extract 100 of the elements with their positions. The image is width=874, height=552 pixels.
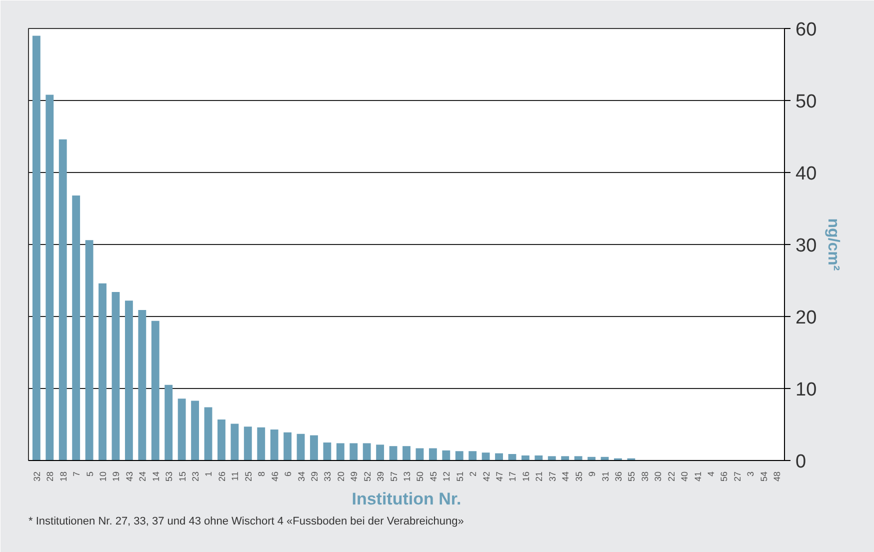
x-tick-label: 38 xyxy=(640,471,650,482)
y-tick-label: 10 xyxy=(796,380,817,400)
x-tick-label: 37 xyxy=(547,471,558,482)
x-tick-label: 11 xyxy=(230,472,240,481)
y-axis-title: ng/cm² xyxy=(824,218,842,271)
x-tick-label: 15 xyxy=(177,471,188,482)
x-tick-label: 16 xyxy=(520,471,531,482)
x-tick-label: 43 xyxy=(124,471,134,482)
x-tick-label: 19 xyxy=(111,471,122,482)
bar xyxy=(362,443,371,460)
y-tick-label: 50 xyxy=(796,92,817,112)
bar xyxy=(32,36,40,460)
bar xyxy=(164,384,173,460)
x-tick-label: 20 xyxy=(336,471,346,482)
bar xyxy=(534,455,543,460)
x-tick-label: 40 xyxy=(680,471,690,482)
text: * Institutionen Nr. 27, 33, 37 und 43 ohne Wischort 4 «Fussboden bei der Verabreichung» xyxy=(28,516,464,528)
bar xyxy=(270,430,278,460)
x-tick-label: 22 xyxy=(666,471,676,482)
bar xyxy=(548,456,556,460)
x-tick-label: 28 xyxy=(45,471,56,482)
x-tick-label: 13 xyxy=(402,471,412,482)
bar xyxy=(178,398,186,460)
bar xyxy=(561,456,570,460)
x-tick-label: 39 xyxy=(376,471,386,482)
bar xyxy=(191,400,199,460)
bar xyxy=(151,320,160,460)
x-tick-label: 32 xyxy=(32,471,42,482)
bar xyxy=(455,451,464,460)
bar xyxy=(482,452,490,460)
x-tick-label: 21 xyxy=(534,471,544,482)
x-tick-label: 44 xyxy=(560,471,571,482)
bar xyxy=(336,443,344,460)
x-tick-label: 24 xyxy=(138,471,148,482)
x-tick-label: 49 xyxy=(349,471,360,482)
bar xyxy=(402,446,410,460)
x-tick-label: 34 xyxy=(296,471,306,482)
x-tick-label: 51 xyxy=(454,471,465,482)
bar xyxy=(468,451,477,460)
bar xyxy=(46,94,54,460)
x-tick-label: 12 xyxy=(442,471,452,482)
bar xyxy=(350,443,358,460)
x-tick-label: 53 xyxy=(164,471,174,482)
x-axis-title: Institution Nr. xyxy=(352,490,462,509)
bar xyxy=(230,424,239,460)
bar xyxy=(296,434,305,460)
bar xyxy=(58,139,67,460)
bar xyxy=(521,455,530,460)
x-tick-label: 55 xyxy=(626,471,637,482)
bar xyxy=(310,435,318,460)
bar xyxy=(138,310,146,460)
bar xyxy=(376,444,384,460)
y-tick-label: 20 xyxy=(796,308,817,328)
y-tick-label: 30 xyxy=(796,236,817,256)
bar xyxy=(112,292,120,460)
bar xyxy=(574,456,582,460)
x-tick-label: 41 xyxy=(692,471,703,482)
x-tick-label: 27 xyxy=(732,471,742,482)
x-tick-label: 8 xyxy=(256,471,267,477)
x-tick-label: 2 xyxy=(468,471,478,477)
x-tick-label: 23 xyxy=(190,471,201,482)
bar xyxy=(204,407,212,460)
bar xyxy=(323,442,332,460)
x-tick-label: 33 xyxy=(322,471,333,482)
x-tick-label: 9 xyxy=(587,471,598,477)
y-tick-label: 40 xyxy=(796,164,817,184)
x-tick-label: 18 xyxy=(58,471,68,482)
x-tick-label: 25 xyxy=(243,471,254,482)
x-tick-label: 4 xyxy=(706,471,716,477)
x-tick-label: 36 xyxy=(613,471,624,482)
x-tick-label: 29 xyxy=(309,471,320,482)
x-tick-label: 45 xyxy=(428,471,438,482)
x-tick-label: 31 xyxy=(600,471,610,482)
bar xyxy=(218,419,226,460)
bar xyxy=(495,453,503,460)
x-tick-label: 14 xyxy=(150,471,161,482)
x-tick-label: 46 xyxy=(270,471,280,482)
bar xyxy=(98,283,106,460)
x-tick-label: 42 xyxy=(481,471,492,482)
bar xyxy=(257,427,266,460)
x-tick-label: 6 xyxy=(283,471,294,477)
x-tick-label: 48 xyxy=(772,471,782,482)
bar xyxy=(72,196,80,460)
bar xyxy=(124,300,133,460)
bar xyxy=(442,450,450,460)
x-tick-label: 26 xyxy=(216,471,227,482)
x-tick-label: 47 xyxy=(494,471,505,482)
x-tick-label: 30 xyxy=(653,471,664,482)
x-tick-label: 17 xyxy=(508,471,518,482)
x-tick-label: 5 xyxy=(84,471,95,477)
x-tick-label: 10 xyxy=(98,471,108,482)
x-tick-label: 52 xyxy=(362,471,372,482)
bar xyxy=(428,448,437,460)
x-tick-label: 56 xyxy=(719,471,730,482)
bar xyxy=(85,240,94,460)
x-tick-label: 7 xyxy=(72,471,82,477)
bar xyxy=(284,432,292,460)
y-tick-label: 0 xyxy=(796,452,806,472)
bar xyxy=(389,446,398,460)
x-tick-label: 57 xyxy=(388,471,399,482)
